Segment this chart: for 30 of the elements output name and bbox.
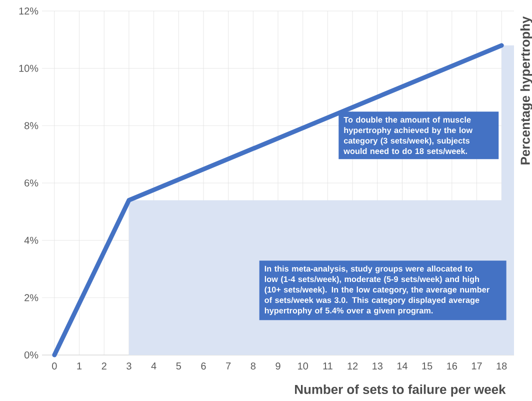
x-tick-label: 12 bbox=[348, 362, 358, 370]
annotation: In this meta-analysis, study groups were allocated to low (1-4 sets/week), moderate (5-9 sets/week) and high (10+ sets/week). In the low category, the average number of sets/week was 3.0. This category displayed average hypertrophy of 5.4% over a given program. bbox=[264, 266, 490, 316]
x-tick-label: 7 bbox=[226, 362, 231, 370]
x-tick-label: 4 bbox=[151, 362, 156, 370]
x-axis-title: Number of sets to failure per week bbox=[295, 384, 506, 397]
y-tick-label: 0% bbox=[24, 351, 38, 359]
annotation: To double the amount of muscle hypertrophy achieved by the low category (3 sets/week), subjects would need to do 18 sets/week. bbox=[344, 116, 473, 154]
x-tick-label: 18 bbox=[496, 362, 507, 370]
x-tick-label: 16 bbox=[447, 362, 458, 370]
y-tick-label: 6% bbox=[24, 179, 38, 187]
x-tick-label: 14 bbox=[397, 362, 408, 370]
x-tick-label: 15 bbox=[422, 362, 432, 370]
x-tick-label: 8 bbox=[250, 362, 256, 370]
x-tick-label: 9 bbox=[276, 362, 280, 370]
x-tick-label: 0 bbox=[52, 362, 57, 370]
x-tick-label: 11 bbox=[323, 362, 332, 370]
x-tick-label: 6 bbox=[201, 362, 206, 370]
y-tick-label: 4% bbox=[24, 236, 38, 244]
x-tick-label: 17 bbox=[472, 362, 482, 370]
x-tick-label: 10 bbox=[298, 362, 308, 370]
y-axis-title: Percentage hypertrophy bbox=[520, 16, 532, 164]
y-tick-label: 10% bbox=[19, 64, 38, 72]
x-tick-label: 3 bbox=[126, 362, 132, 370]
y-tick-label: 8% bbox=[24, 122, 38, 130]
x-tick-label: 13 bbox=[372, 362, 382, 370]
y-tick-label: 2% bbox=[24, 294, 38, 302]
x-tick-label: 2 bbox=[102, 362, 106, 370]
x-tick-label: 5 bbox=[176, 362, 181, 370]
x-tick-label: 1 bbox=[77, 362, 82, 370]
y-tick-label: 12% bbox=[19, 7, 38, 15]
